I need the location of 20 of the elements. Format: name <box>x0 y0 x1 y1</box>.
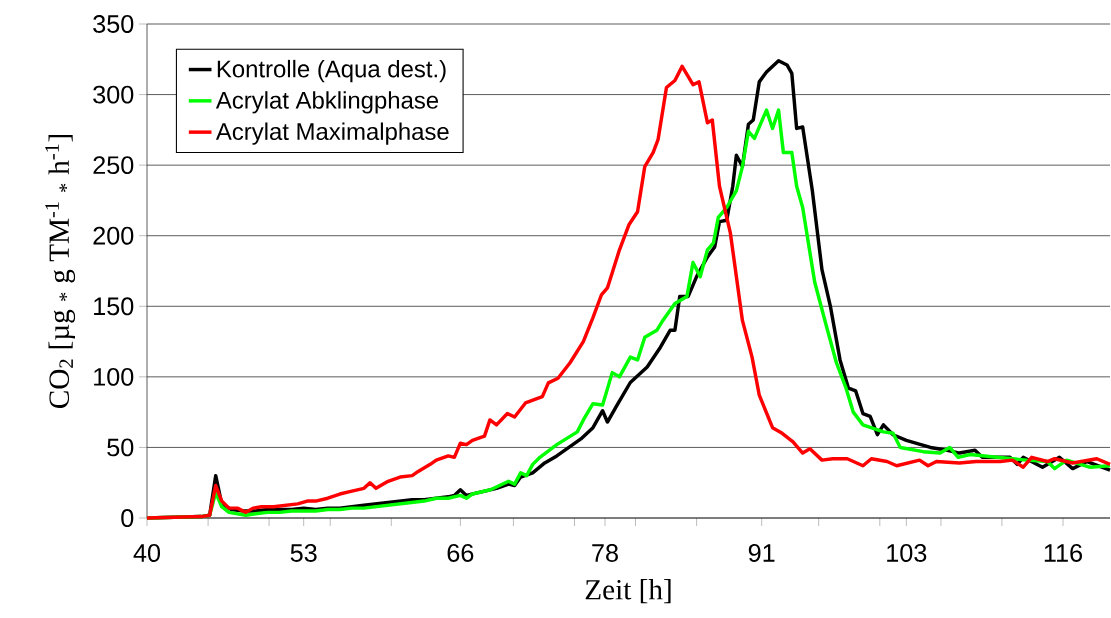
text: CO$_{2}$ [µg $_{*}$ g TM$^{-1}$ $_{*}$ h$^{-1}$] <box>45 134 76 409</box>
x-tick-label: 53 <box>290 544 317 562</box>
legend-label: Kontrolle (Aqua dest.) <box>217 59 446 83</box>
legend-label: Acrylat Maximalphase <box>215 122 449 145</box>
y-tick-label: 150 <box>94 297 134 316</box>
y-tick-label: 200 <box>93 226 134 245</box>
x-tick-label: 78 <box>592 544 618 562</box>
x-axis-title: Zeit [h] <box>585 579 671 604</box>
x-tick-label: 116 <box>1044 544 1083 562</box>
y-tick-label: 0 <box>121 509 134 527</box>
x-tick-label: 66 <box>447 544 474 562</box>
y-tick-label: 300 <box>93 85 134 104</box>
y-tick-label: 250 <box>93 156 134 175</box>
y-tick-label: 50 <box>107 438 134 457</box>
x-tick-label: 103 <box>887 544 927 562</box>
legend-label: Acrylat Abklingphase <box>215 91 439 114</box>
x-tick-label: 91 <box>748 544 775 562</box>
y-tick-label: 350 <box>93 15 134 33</box>
x-tick-label: 40 <box>133 544 161 562</box>
y-tick-label: 100 <box>94 367 134 386</box>
